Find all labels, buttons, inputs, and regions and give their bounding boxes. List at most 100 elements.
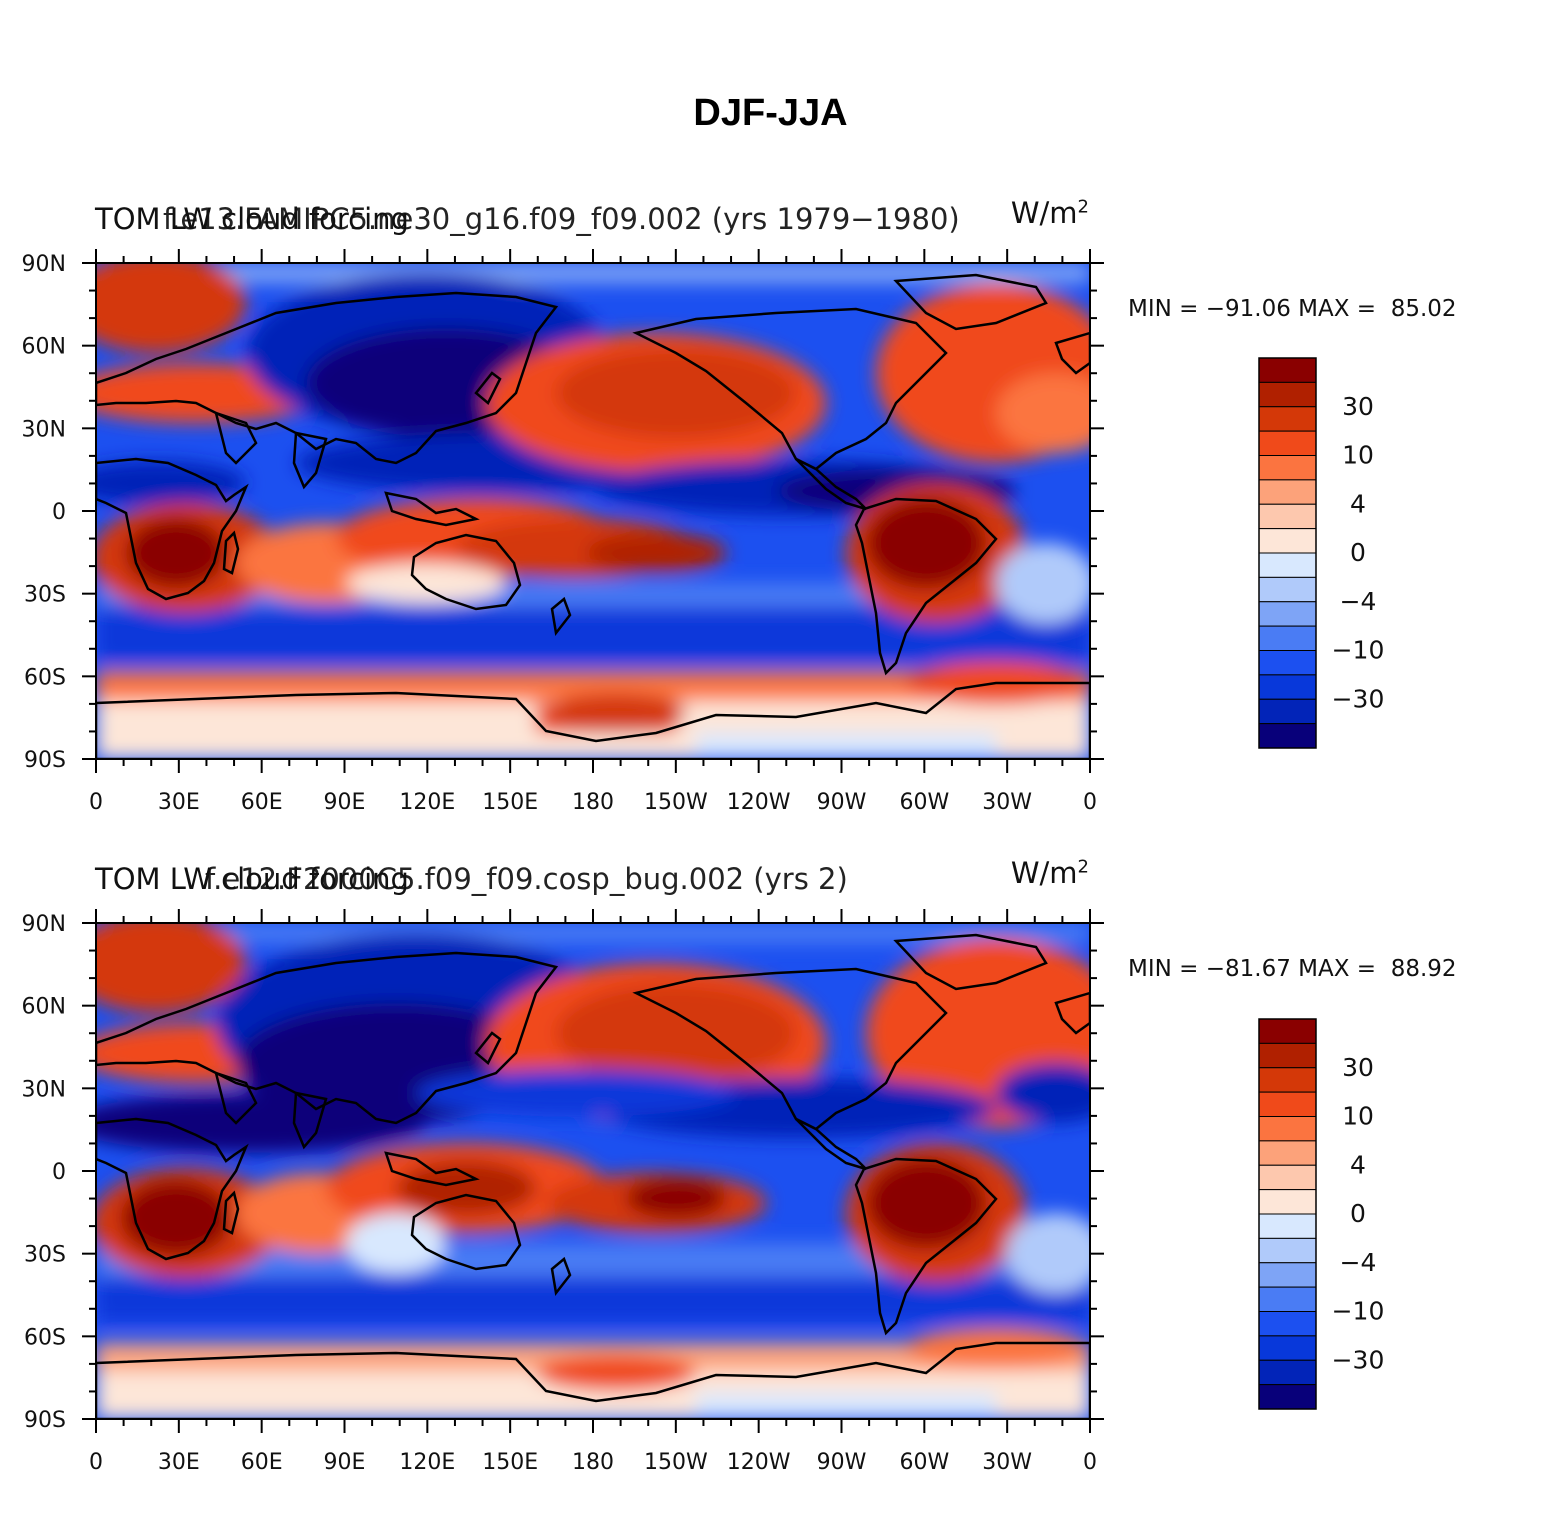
panel-2-lon-label: 150E <box>482 1450 538 1475</box>
panel-2-colorbar: 30 10 4 0 −4 −10 −30 <box>1258 1018 1385 1410</box>
panel-2-colorbar-box <box>1258 1262 1317 1288</box>
panel-2-colorbar-box <box>1258 1384 1317 1410</box>
panel-1-colorbar-box <box>1258 528 1317 554</box>
panel-2-units-label: W/m2 <box>1011 856 1089 890</box>
panel-2-lon-label: 30E <box>158 1450 200 1475</box>
panel-2-colorbar-label: −10 <box>1332 1297 1385 1326</box>
panel-2-min-label: MIN = −81.67 MAX = <box>1128 956 1377 982</box>
panel-2-lon-label: 90W <box>817 1450 867 1475</box>
panel-2-lat-label: 30S <box>24 1243 66 1268</box>
panel-2-colorbar-label: −30 <box>1332 1345 1385 1374</box>
panel-2-variable-label: TOM LW cloud forcing <box>95 862 409 896</box>
panel-2-lon-label: 90E <box>324 1450 366 1475</box>
panel-2-colorbar-label: −4 <box>1340 1248 1377 1277</box>
panel-1-colorbar-label: −30 <box>1332 684 1385 713</box>
panel-2-lat-label: 0 <box>52 1160 66 1185</box>
panel-1-map: 90N 60N 30N 0 30S 60S 90S 0 30E 60E 90E 120E 150E 180… <box>22 249 1104 815</box>
panel-1-lat-label: 60S <box>24 665 66 690</box>
panel-1-colorbar-label: −10 <box>1332 636 1385 665</box>
panel-1-lon-label: 180 <box>572 790 614 815</box>
panel-1-max-value: 85.02 <box>1390 296 1457 322</box>
panel-2-lat-label: 30N <box>22 1077 66 1102</box>
panel-1-units-label: W/m2 <box>1011 196 1089 230</box>
panel-1-colorbar-box <box>1258 723 1317 749</box>
panel-2-lat-label: 60N <box>22 995 66 1020</box>
panel-2-colorbar-box <box>1258 1335 1317 1361</box>
figure-title: DJF-JJA <box>693 92 848 134</box>
panel-1-lon-label: 60E <box>241 790 283 815</box>
panel-1-colorbar-box <box>1258 698 1317 725</box>
panel-2-colorbar-label: 4 <box>1350 1150 1366 1179</box>
panel-2-colorbar-box <box>1258 1237 1317 1264</box>
panel-1-lat-label: 30S <box>24 583 66 608</box>
panel-2-lat-label: 60S <box>24 1325 66 1350</box>
panel-1-lon-label: 30E <box>158 790 200 815</box>
panel-1-colorbar-box <box>1258 455 1317 481</box>
panel-2-contour-field <box>96 923 1090 1419</box>
panel-1-lon-label: 150W <box>644 790 708 815</box>
panel-1-lat-label: 30N <box>22 417 66 442</box>
panel-2-colorbar-label: 10 <box>1342 1102 1374 1131</box>
panel-2-units: W/m <box>1010 856 1078 890</box>
panel-2-lon-label: 0 <box>89 1450 103 1475</box>
panel-1-lon-label: 0 <box>1083 790 1097 815</box>
panel-1-colorbar-box <box>1258 357 1317 383</box>
panel-1-colorbar-box <box>1258 650 1317 676</box>
panel-1-lon-label: 30W <box>982 790 1032 815</box>
panel-1-colorbar-frame <box>1258 357 1317 749</box>
panel-1-colorbar-label: 4 <box>1350 489 1366 518</box>
panel-2-colorbar-label: 30 <box>1342 1053 1374 1082</box>
panel-2-axes: 90N 60N 30N 0 30S 60S 90S 0 30E 60E 90E 120E 150E 180… <box>22 909 1104 1475</box>
panel-1-axes: 90N 60N 30N 0 30S 60S 90S 0 30E 60E 90E 120E 150E 180… <box>22 249 1104 815</box>
panel-2-lat-label: 90S <box>24 1408 66 1433</box>
panel-2-lon-label: 150W <box>644 1450 708 1475</box>
panel-2-colorbar-box <box>1258 1067 1317 1093</box>
panel-2-map: 90N 60N 30N 0 30S 60S 90S 0 30E 60E 90E 120E 150E 180… <box>22 909 1104 1475</box>
panel-1-case-label: f.e13.FAMIPC5.ne30_g16.f09_f09.002 (yrs … <box>163 202 960 236</box>
panel-2-colorbar-box <box>1258 1140 1317 1166</box>
panel-1-lon-label: 90E <box>324 790 366 815</box>
panel-1-colorbar-box <box>1258 503 1317 530</box>
panel-2-colorbar-box <box>1258 1164 1317 1191</box>
panel-2-case-label: f.e12.F2000C5.f09_f09.cosp_bug.002 (yrs … <box>205 862 848 896</box>
panel-2-colorbar-box <box>1258 1213 1317 1239</box>
panel-1-units: W/m <box>1010 196 1078 230</box>
panel-2-colorbar-box <box>1258 1116 1317 1142</box>
panel-2-colorbar-box <box>1258 1359 1317 1386</box>
panel-1-colorbar-box <box>1258 479 1317 505</box>
panel-2-minmax-label: MIN = −81.67 MAX = 88.92 <box>1128 956 1457 982</box>
panel-1-lon-label: 60W <box>899 790 949 815</box>
panel-1-lon-label: 120W <box>727 790 791 815</box>
panel-1-colorbar: 30 10 4 0 −4 −10 −30 <box>1258 357 1385 749</box>
panel-1-lon-label: 150E <box>482 790 538 815</box>
panel-2-lat-label: 90N <box>22 912 66 937</box>
panel-1-colorbar-label: 30 <box>1342 392 1374 421</box>
panel-1-minmax-label: MIN = −91.06 MAX = 85.02 <box>1128 296 1457 322</box>
panel-1-variable-label: TOM LW cloud forcing <box>95 202 409 236</box>
panel-1: TOM LW cloud forcing f.e13.FAMIPC5.ne30_… <box>0 190 1541 830</box>
panel-1-lat-label: 90S <box>24 748 66 773</box>
panel-1-colorbar-box <box>1258 430 1317 456</box>
panel-2-max-value: 88.92 <box>1390 956 1457 982</box>
panel-1-colorbar-box <box>1258 625 1317 651</box>
panel-2-lon-label: 30W <box>982 1450 1032 1475</box>
panel-2-lon-label: 120W <box>727 1450 791 1475</box>
panel-2-colorbar-box <box>1258 1311 1317 1337</box>
panel-1-lon-label: 0 <box>89 790 103 815</box>
panel-1-colorbar-label: 10 <box>1342 441 1374 470</box>
panel-2-lon-label: 0 <box>1083 1450 1097 1475</box>
panel-1-colorbar-box <box>1258 552 1317 578</box>
panel-1-contour-field <box>96 263 1090 759</box>
panel-2-colorbar-label: 0 <box>1350 1199 1366 1228</box>
panel-1-lat-label: 0 <box>52 500 66 525</box>
panel-2-lon-label: 60E <box>241 1450 283 1475</box>
panel-2-colorbar-box <box>1258 1286 1317 1312</box>
panel-1-min-label: MIN = −91.06 MAX = <box>1128 296 1377 322</box>
panel-2-colorbar-box <box>1258 1091 1317 1117</box>
panel-2-lon-label: 180 <box>572 1450 614 1475</box>
panel-1-colorbar-label: 0 <box>1350 538 1366 567</box>
panel-1-colorbar-box <box>1258 576 1317 603</box>
panel-1-colorbar-box <box>1258 674 1317 700</box>
panel-2-colorbar-frame <box>1258 1018 1317 1410</box>
